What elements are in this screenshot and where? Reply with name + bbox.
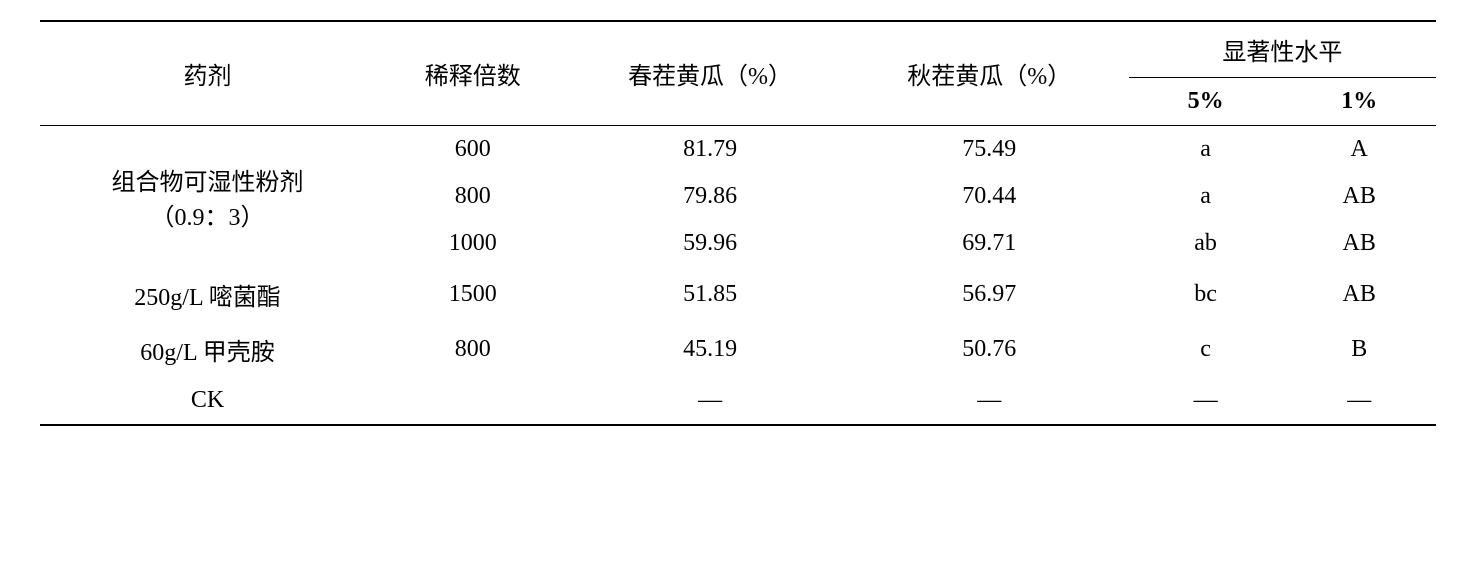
cell-autumn: —: [850, 377, 1129, 425]
table-row: 组合物可湿性粉剂 （0.9：3） 600 81.79 75.49 a A: [40, 126, 1436, 174]
cell-dilution: 1000: [375, 220, 570, 267]
cell-sig5: c: [1129, 322, 1283, 377]
cell-spring: 51.85: [570, 267, 849, 322]
cell-sig5: bc: [1129, 267, 1283, 322]
cell-spring: 79.86: [570, 173, 849, 220]
cell-dilution: 1500: [375, 267, 570, 322]
cell-dilution: 800: [375, 173, 570, 220]
header-sig-group: 显著性水平: [1129, 21, 1436, 78]
cell-sig1: AB: [1282, 173, 1436, 220]
cell-sig1: A: [1282, 126, 1436, 174]
cell-agent: 250g/L 嘧菌酯: [40, 267, 375, 322]
cell-sig1: AB: [1282, 267, 1436, 322]
header-spring: 春茬黄瓜（%）: [570, 21, 849, 126]
header-autumn: 秋茬黄瓜（%）: [850, 21, 1129, 126]
header-dilution: 稀释倍数: [375, 21, 570, 126]
cell-sig1: —: [1282, 377, 1436, 425]
cell-autumn: 75.49: [850, 126, 1129, 174]
cell-autumn: 56.97: [850, 267, 1129, 322]
cell-sig1: B: [1282, 322, 1436, 377]
cell-agent: 组合物可湿性粉剂 （0.9：3）: [40, 126, 375, 268]
cell-autumn: 69.71: [850, 220, 1129, 267]
agent-line2: （0.9：3）: [44, 197, 371, 232]
data-table: 药剂 稀释倍数 春茬黄瓜（%） 秋茬黄瓜（%） 显著性水平 5% 1% 组合物可…: [40, 20, 1436, 426]
cell-spring: 81.79: [570, 126, 849, 174]
cell-agent: 60g/L 甲壳胺: [40, 322, 375, 377]
cell-sig5: ab: [1129, 220, 1283, 267]
cell-spring: 45.19: [570, 322, 849, 377]
cell-sig5: a: [1129, 126, 1283, 174]
header-sig5: 5%: [1129, 78, 1283, 126]
header-sig1: 1%: [1282, 78, 1436, 126]
cell-dilution: 800: [375, 322, 570, 377]
agent-line1: 组合物可湿性粉剂: [44, 162, 371, 197]
cell-dilution: [375, 377, 570, 425]
cell-sig5: a: [1129, 173, 1283, 220]
cell-spring: —: [570, 377, 849, 425]
cell-dilution: 600: [375, 126, 570, 174]
cell-agent: CK: [40, 377, 375, 425]
table-row: CK — — — —: [40, 377, 1436, 425]
cell-sig1: AB: [1282, 220, 1436, 267]
table-row: 60g/L 甲壳胺 800 45.19 50.76 c B: [40, 322, 1436, 377]
cell-sig5: —: [1129, 377, 1283, 425]
cell-autumn: 50.76: [850, 322, 1129, 377]
table-row: 250g/L 嘧菌酯 1500 51.85 56.97 bc AB: [40, 267, 1436, 322]
header-agent: 药剂: [40, 21, 375, 126]
cell-spring: 59.96: [570, 220, 849, 267]
cell-autumn: 70.44: [850, 173, 1129, 220]
